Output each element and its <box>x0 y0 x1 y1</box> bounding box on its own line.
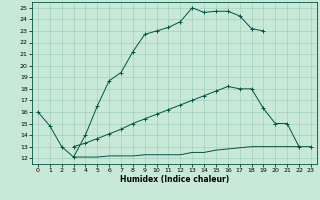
X-axis label: Humidex (Indice chaleur): Humidex (Indice chaleur) <box>120 175 229 184</box>
